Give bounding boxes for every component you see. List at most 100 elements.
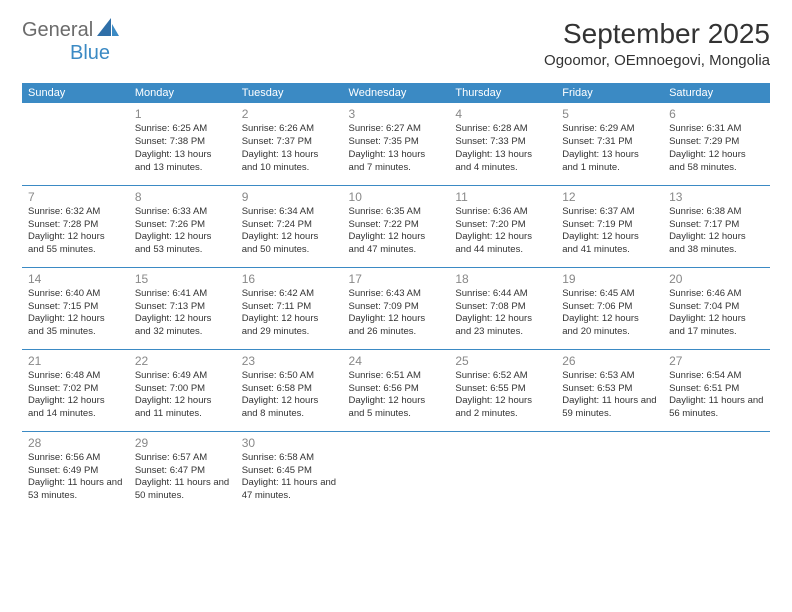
- sunset-line: Sunset: 7:26 PM: [135, 219, 230, 232]
- day-cell: 23Sunrise: 6:50 AMSunset: 6:58 PMDayligh…: [236, 349, 343, 431]
- day-number: 21: [28, 353, 123, 369]
- empty-cell: [22, 103, 129, 185]
- day-cell: 11Sunrise: 6:36 AMSunset: 7:20 PMDayligh…: [449, 185, 556, 267]
- daylight-line: Daylight: 11 hours and 50 minutes.: [135, 477, 230, 503]
- day-number: 8: [135, 189, 230, 205]
- weekday-header: Wednesday: [343, 83, 450, 103]
- day-cell: 13Sunrise: 6:38 AMSunset: 7:17 PMDayligh…: [663, 185, 770, 267]
- day-cell: 15Sunrise: 6:41 AMSunset: 7:13 PMDayligh…: [129, 267, 236, 349]
- sunrise-line: Sunrise: 6:44 AM: [455, 288, 550, 301]
- sunset-line: Sunset: 7:37 PM: [242, 136, 337, 149]
- day-number: 4: [455, 106, 550, 122]
- sunrise-line: Sunrise: 6:27 AM: [349, 123, 444, 136]
- sunrise-line: Sunrise: 6:50 AM: [242, 370, 337, 383]
- daylight-line: Daylight: 12 hours and 38 minutes.: [669, 231, 764, 257]
- header: General Blue September 2025 Ogoomor, OEm…: [22, 18, 770, 69]
- sunset-line: Sunset: 6:58 PM: [242, 383, 337, 396]
- daylight-line: Daylight: 12 hours and 32 minutes.: [135, 313, 230, 339]
- day-number: 26: [562, 353, 657, 369]
- sunset-line: Sunset: 7:31 PM: [562, 136, 657, 149]
- sunrise-line: Sunrise: 6:49 AM: [135, 370, 230, 383]
- sunrise-line: Sunrise: 6:28 AM: [455, 123, 550, 136]
- sunrise-line: Sunrise: 6:32 AM: [28, 206, 123, 219]
- day-cell: 20Sunrise: 6:46 AMSunset: 7:04 PMDayligh…: [663, 267, 770, 349]
- day-cell: 28Sunrise: 6:56 AMSunset: 6:49 PMDayligh…: [22, 431, 129, 513]
- sunrise-line: Sunrise: 6:54 AM: [669, 370, 764, 383]
- sunrise-line: Sunrise: 6:31 AM: [669, 123, 764, 136]
- daylight-line: Daylight: 12 hours and 17 minutes.: [669, 313, 764, 339]
- sunrise-line: Sunrise: 6:46 AM: [669, 288, 764, 301]
- day-number: 6: [669, 106, 764, 122]
- sunrise-line: Sunrise: 6:58 AM: [242, 452, 337, 465]
- weekday-header: Monday: [129, 83, 236, 103]
- sunset-line: Sunset: 6:55 PM: [455, 383, 550, 396]
- weekday-header: Friday: [556, 83, 663, 103]
- sunset-line: Sunset: 7:35 PM: [349, 136, 444, 149]
- sunset-line: Sunset: 6:51 PM: [669, 383, 764, 396]
- empty-cell: [556, 431, 663, 513]
- day-cell: 29Sunrise: 6:57 AMSunset: 6:47 PMDayligh…: [129, 431, 236, 513]
- sunset-line: Sunset: 6:56 PM: [349, 383, 444, 396]
- day-cell: 12Sunrise: 6:37 AMSunset: 7:19 PMDayligh…: [556, 185, 663, 267]
- sunset-line: Sunset: 7:13 PM: [135, 301, 230, 314]
- day-cell: 1Sunrise: 6:25 AMSunset: 7:38 PMDaylight…: [129, 103, 236, 185]
- daylight-line: Daylight: 12 hours and 53 minutes.: [135, 231, 230, 257]
- week-row: 1Sunrise: 6:25 AMSunset: 7:38 PMDaylight…: [22, 103, 770, 185]
- daylight-line: Daylight: 12 hours and 20 minutes.: [562, 313, 657, 339]
- week-row: 14Sunrise: 6:40 AMSunset: 7:15 PMDayligh…: [22, 267, 770, 349]
- sunset-line: Sunset: 6:53 PM: [562, 383, 657, 396]
- daylight-line: Daylight: 13 hours and 1 minute.: [562, 149, 657, 175]
- day-number: 22: [135, 353, 230, 369]
- day-cell: 17Sunrise: 6:43 AMSunset: 7:09 PMDayligh…: [343, 267, 450, 349]
- daylight-line: Daylight: 12 hours and 5 minutes.: [349, 395, 444, 421]
- daylight-line: Daylight: 13 hours and 7 minutes.: [349, 149, 444, 175]
- day-number: 28: [28, 435, 123, 451]
- daylight-line: Daylight: 11 hours and 47 minutes.: [242, 477, 337, 503]
- day-number: 15: [135, 271, 230, 287]
- week-row: 21Sunrise: 6:48 AMSunset: 7:02 PMDayligh…: [22, 349, 770, 431]
- day-number: 17: [349, 271, 444, 287]
- day-number: 13: [669, 189, 764, 205]
- day-cell: 24Sunrise: 6:51 AMSunset: 6:56 PMDayligh…: [343, 349, 450, 431]
- daylight-line: Daylight: 12 hours and 41 minutes.: [562, 231, 657, 257]
- day-cell: 19Sunrise: 6:45 AMSunset: 7:06 PMDayligh…: [556, 267, 663, 349]
- day-number: 19: [562, 271, 657, 287]
- sunset-line: Sunset: 7:19 PM: [562, 219, 657, 232]
- month-title: September 2025: [544, 18, 770, 50]
- sunset-line: Sunset: 7:09 PM: [349, 301, 444, 314]
- logo: General Blue: [22, 18, 119, 65]
- sunset-line: Sunset: 7:24 PM: [242, 219, 337, 232]
- daylight-line: Daylight: 12 hours and 55 minutes.: [28, 231, 123, 257]
- sunset-line: Sunset: 6:47 PM: [135, 465, 230, 478]
- weekday-header: Thursday: [449, 83, 556, 103]
- sunset-line: Sunset: 7:22 PM: [349, 219, 444, 232]
- empty-cell: [663, 431, 770, 513]
- sunrise-line: Sunrise: 6:53 AM: [562, 370, 657, 383]
- sunrise-line: Sunrise: 6:52 AM: [455, 370, 550, 383]
- title-block: September 2025 Ogoomor, OEmnoegovi, Mong…: [544, 18, 770, 69]
- day-cell: 7Sunrise: 6:32 AMSunset: 7:28 PMDaylight…: [22, 185, 129, 267]
- sunrise-line: Sunrise: 6:35 AM: [349, 206, 444, 219]
- day-cell: 4Sunrise: 6:28 AMSunset: 7:33 PMDaylight…: [449, 103, 556, 185]
- day-cell: 6Sunrise: 6:31 AMSunset: 7:29 PMDaylight…: [663, 103, 770, 185]
- sunset-line: Sunset: 7:11 PM: [242, 301, 337, 314]
- daylight-line: Daylight: 13 hours and 4 minutes.: [455, 149, 550, 175]
- daylight-line: Daylight: 12 hours and 8 minutes.: [242, 395, 337, 421]
- sunrise-line: Sunrise: 6:37 AM: [562, 206, 657, 219]
- location-text: Ogoomor, OEmnoegovi, Mongolia: [544, 52, 770, 69]
- sunrise-line: Sunrise: 6:29 AM: [562, 123, 657, 136]
- day-cell: 9Sunrise: 6:34 AMSunset: 7:24 PMDaylight…: [236, 185, 343, 267]
- daylight-line: Daylight: 13 hours and 13 minutes.: [135, 149, 230, 175]
- sunrise-line: Sunrise: 6:26 AM: [242, 123, 337, 136]
- day-number: 24: [349, 353, 444, 369]
- sunrise-line: Sunrise: 6:45 AM: [562, 288, 657, 301]
- weekday-header: Sunday: [22, 83, 129, 103]
- day-cell: 27Sunrise: 6:54 AMSunset: 6:51 PMDayligh…: [663, 349, 770, 431]
- day-number: 30: [242, 435, 337, 451]
- day-cell: 5Sunrise: 6:29 AMSunset: 7:31 PMDaylight…: [556, 103, 663, 185]
- day-cell: 10Sunrise: 6:35 AMSunset: 7:22 PMDayligh…: [343, 185, 450, 267]
- day-number: 14: [28, 271, 123, 287]
- day-number: 23: [242, 353, 337, 369]
- sunrise-line: Sunrise: 6:25 AM: [135, 123, 230, 136]
- sunrise-line: Sunrise: 6:56 AM: [28, 452, 123, 465]
